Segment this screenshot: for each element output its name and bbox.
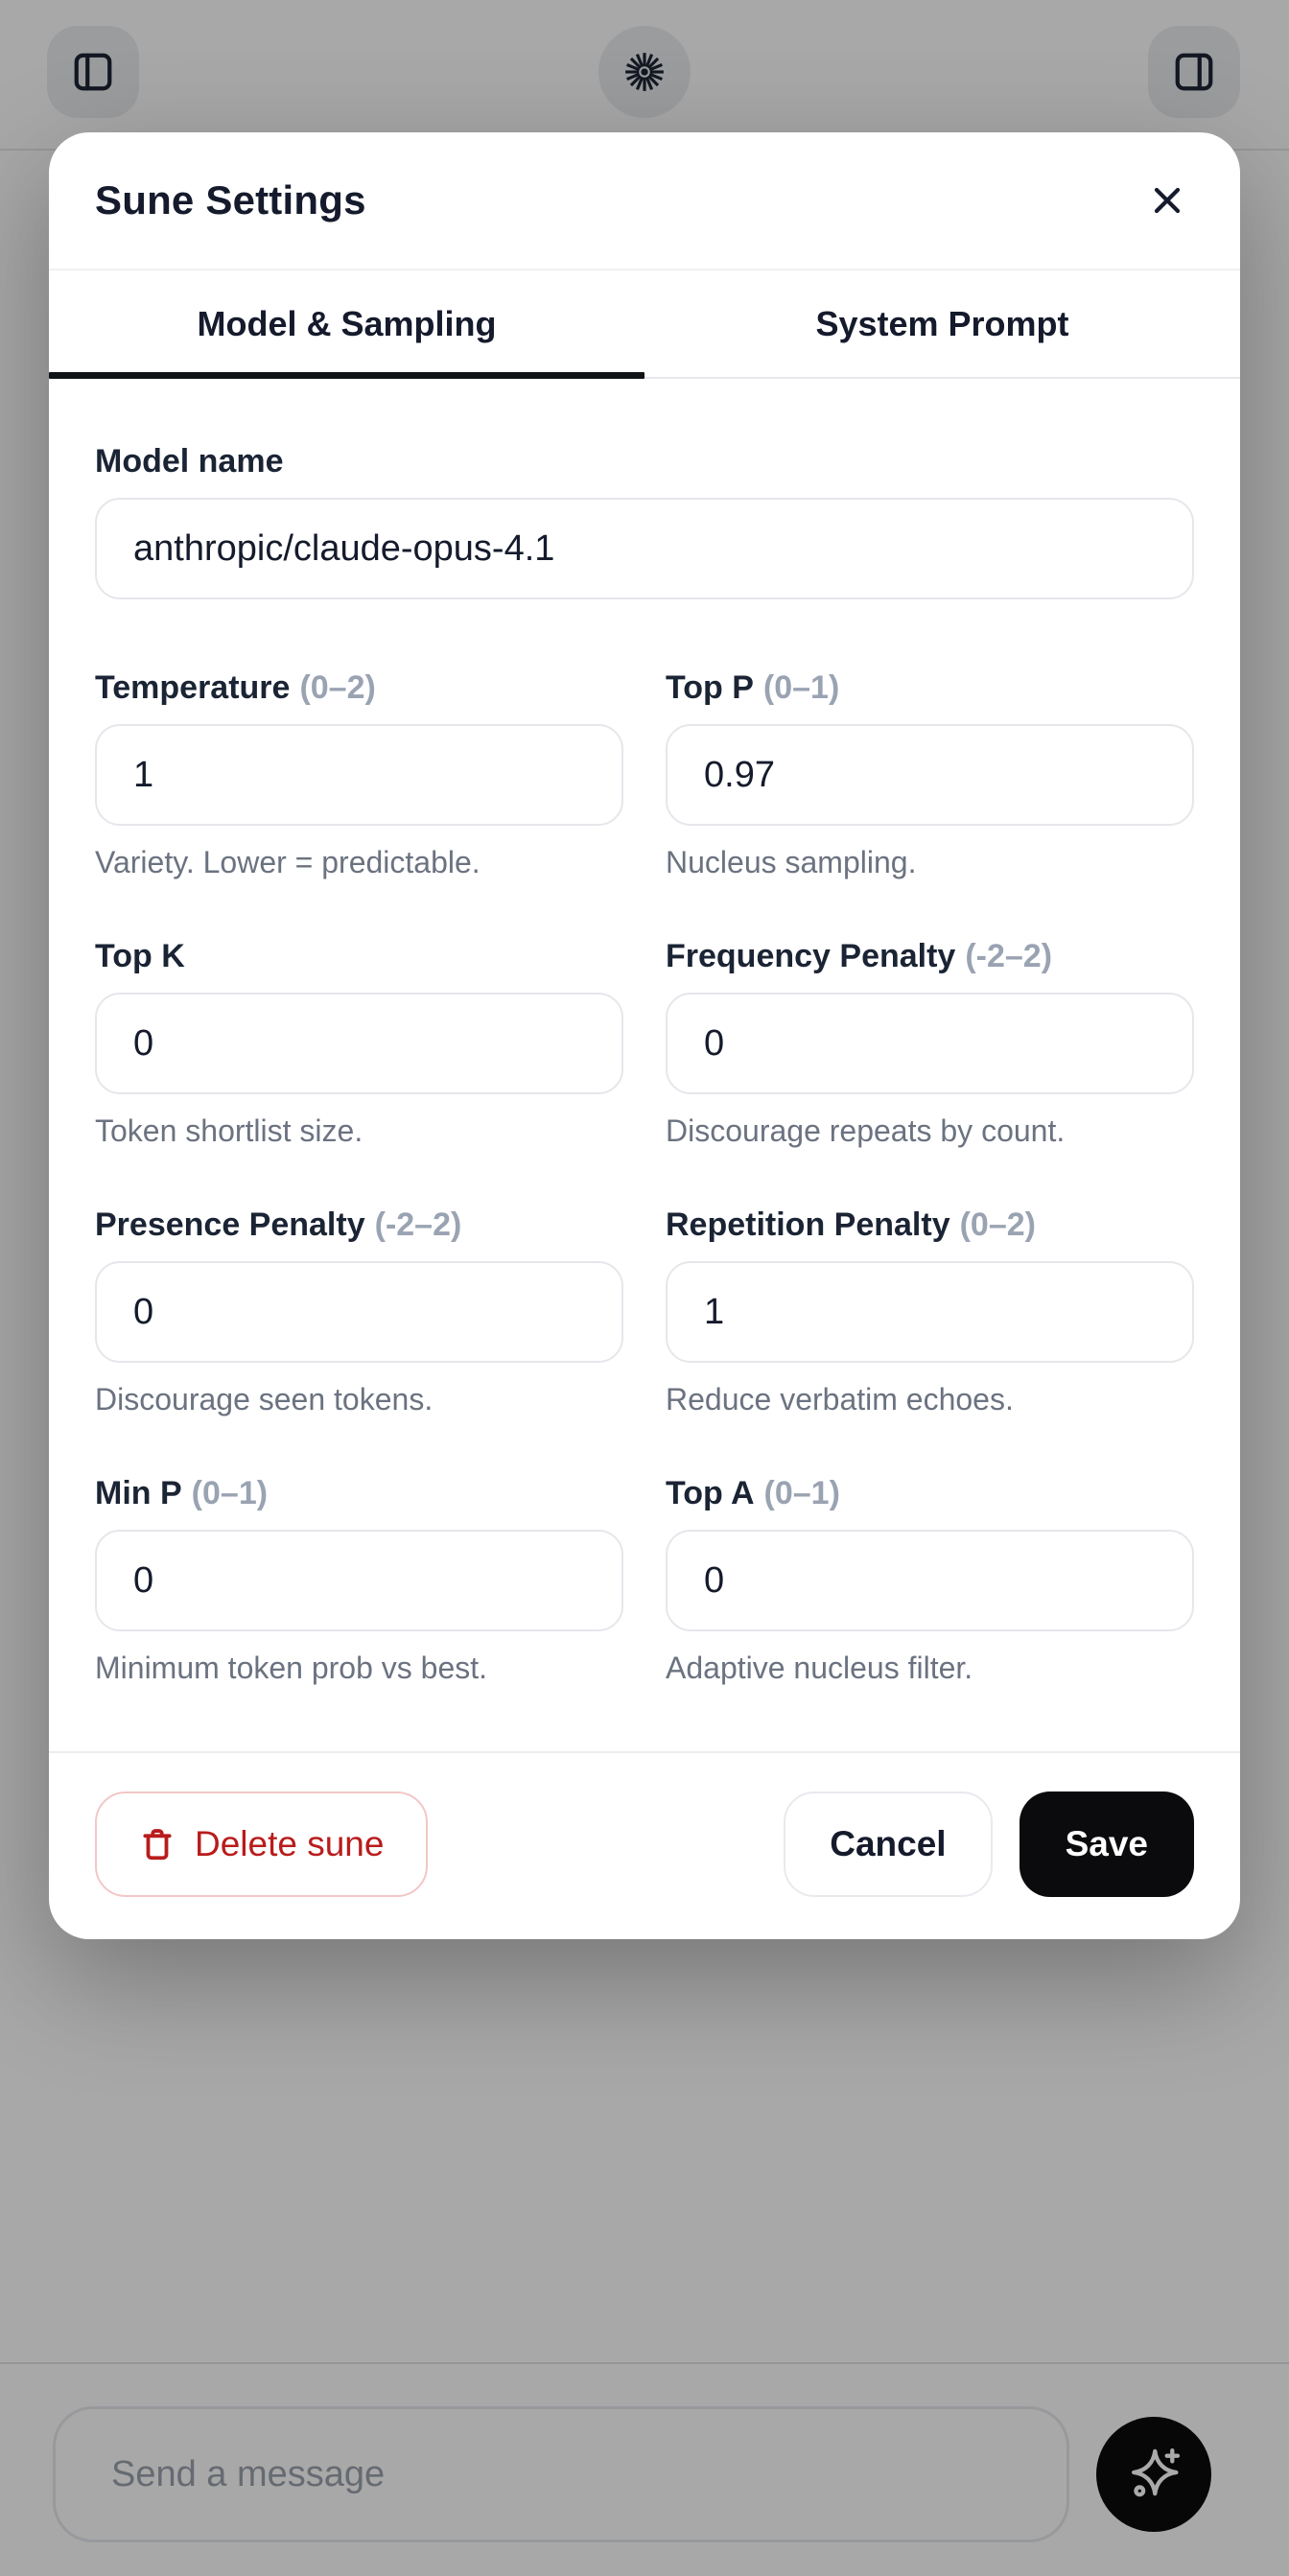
label-text: Top A: [666, 1475, 755, 1511]
panel-left-icon: [71, 50, 115, 94]
tab-bar: Model & Sampling System Prompt: [49, 270, 1240, 379]
model-name-field: Model name: [95, 440, 1194, 599]
top-bar: [0, 0, 1289, 151]
presence-penalty-input[interactable]: [95, 1261, 623, 1363]
repetition-penalty-label: Repetition Penalty (0–2): [666, 1204, 1194, 1246]
temperature-label: Temperature (0–2): [95, 667, 623, 709]
trash-icon: [139, 1826, 176, 1862]
label-range: (0–1): [762, 669, 840, 706]
app-logo-button[interactable]: [598, 26, 691, 118]
label-text: Top K: [95, 938, 185, 974]
presence-penalty-help: Discourage seen tokens.: [95, 1382, 434, 1417]
frequency-penalty-input[interactable]: [666, 993, 1194, 1094]
label-text: Presence Penalty: [95, 1206, 365, 1243]
frequency-penalty-help: Discourage repeats by count.: [666, 1113, 1066, 1148]
min-p-field: Min P(0–1) Minimum token prob vs best.: [95, 1472, 623, 1687]
top-p-field: Top P(0–1) Nucleus sampling.: [666, 667, 1194, 881]
active-tab-underline: [49, 372, 644, 379]
min-p-label: Min P (0–1): [95, 1472, 623, 1514]
model-name-label: Model name: [95, 443, 284, 480]
presence-penalty-label: Presence Penalty (-2–2): [95, 1204, 623, 1246]
repetition-penalty-input[interactable]: [666, 1261, 1194, 1363]
modal-title: Sune Settings: [95, 177, 366, 222]
label-range: (0–1): [191, 1475, 269, 1511]
starburst-icon: [622, 50, 667, 94]
modal-header: Sune Settings: [49, 132, 1240, 270]
label-range: (-2–2): [965, 938, 1053, 974]
close-icon: [1146, 179, 1188, 222]
modal-footer: Delete sune Cancel Save: [49, 1751, 1240, 1939]
repetition-penalty-field: Repetition Penalty(0–2) Reduce verbatim …: [666, 1204, 1194, 1418]
sidebar-right-toggle-button[interactable]: [1148, 26, 1240, 118]
delete-sune-label: Delete sune: [195, 1824, 385, 1863]
message-input[interactable]: [53, 2406, 1069, 2542]
min-p-help: Minimum token prob vs best.: [95, 1651, 488, 1685]
label-text: Temperature: [95, 669, 291, 706]
top-k-help: Token shortlist size.: [95, 1113, 363, 1148]
top-k-label: Top K: [95, 935, 623, 977]
label-range: (-2–2): [374, 1206, 462, 1243]
label-text: Min P: [95, 1475, 182, 1511]
panel-right-icon: [1172, 50, 1216, 94]
temperature-input[interactable]: [95, 724, 623, 826]
tab-system-prompt[interactable]: System Prompt: [644, 270, 1240, 377]
sune-settings-modal: Sune Settings Model & Sampling System Pr…: [49, 132, 1240, 1939]
temperature-field: Temperature(0–2) Variety. Lower = predic…: [95, 667, 623, 881]
top-k-field: Top K Token shortlist size.: [95, 935, 623, 1150]
top-p-input[interactable]: [666, 724, 1194, 826]
modal-body: Model name Temperature(0–2) Variety. Low…: [49, 379, 1240, 1751]
top-a-input[interactable]: [666, 1530, 1194, 1631]
composer-bar: [0, 2362, 1289, 2576]
cancel-button[interactable]: Cancel: [784, 1791, 993, 1897]
save-button[interactable]: Save: [1019, 1791, 1194, 1897]
repetition-penalty-help: Reduce verbatim echoes.: [666, 1382, 1014, 1417]
min-p-input[interactable]: [95, 1530, 623, 1631]
top-k-input[interactable]: [95, 993, 623, 1094]
top-p-help: Nucleus sampling.: [666, 845, 917, 879]
top-p-label: Top P (0–1): [666, 667, 1194, 709]
sparkle-icon: [1122, 2443, 1185, 2506]
top-a-help: Adaptive nucleus filter.: [666, 1651, 973, 1685]
top-a-label: Top A (0–1): [666, 1472, 1194, 1514]
sampling-params-grid: Temperature(0–2) Variety. Lower = predic…: [95, 667, 1194, 1741]
close-button[interactable]: [1140, 174, 1194, 227]
sidebar-left-toggle-button[interactable]: [47, 26, 139, 118]
delete-sune-button[interactable]: Delete sune: [95, 1791, 429, 1897]
label-range: (0–1): [763, 1475, 840, 1511]
new-sune-button[interactable]: [1096, 2417, 1211, 2532]
tab-label: Model & Sampling: [197, 303, 497, 343]
label-range: (0–2): [959, 1206, 1036, 1243]
label-range: (0–2): [299, 669, 376, 706]
tab-label: System Prompt: [815, 303, 1069, 343]
top-a-field: Top A(0–1) Adaptive nucleus filter.: [666, 1472, 1194, 1687]
label-text: Frequency Penalty: [666, 938, 956, 974]
label-text: Repetition Penalty: [666, 1206, 950, 1243]
label-text: Top P: [666, 669, 754, 706]
frequency-penalty-label: Frequency Penalty (-2–2): [666, 935, 1194, 977]
model-name-input[interactable]: [95, 498, 1194, 599]
presence-penalty-field: Presence Penalty(-2–2) Discourage seen t…: [95, 1204, 623, 1418]
frequency-penalty-field: Frequency Penalty(-2–2) Discourage repea…: [666, 935, 1194, 1150]
temperature-help: Variety. Lower = predictable.: [95, 845, 480, 879]
tab-model-sampling[interactable]: Model & Sampling: [49, 270, 644, 379]
